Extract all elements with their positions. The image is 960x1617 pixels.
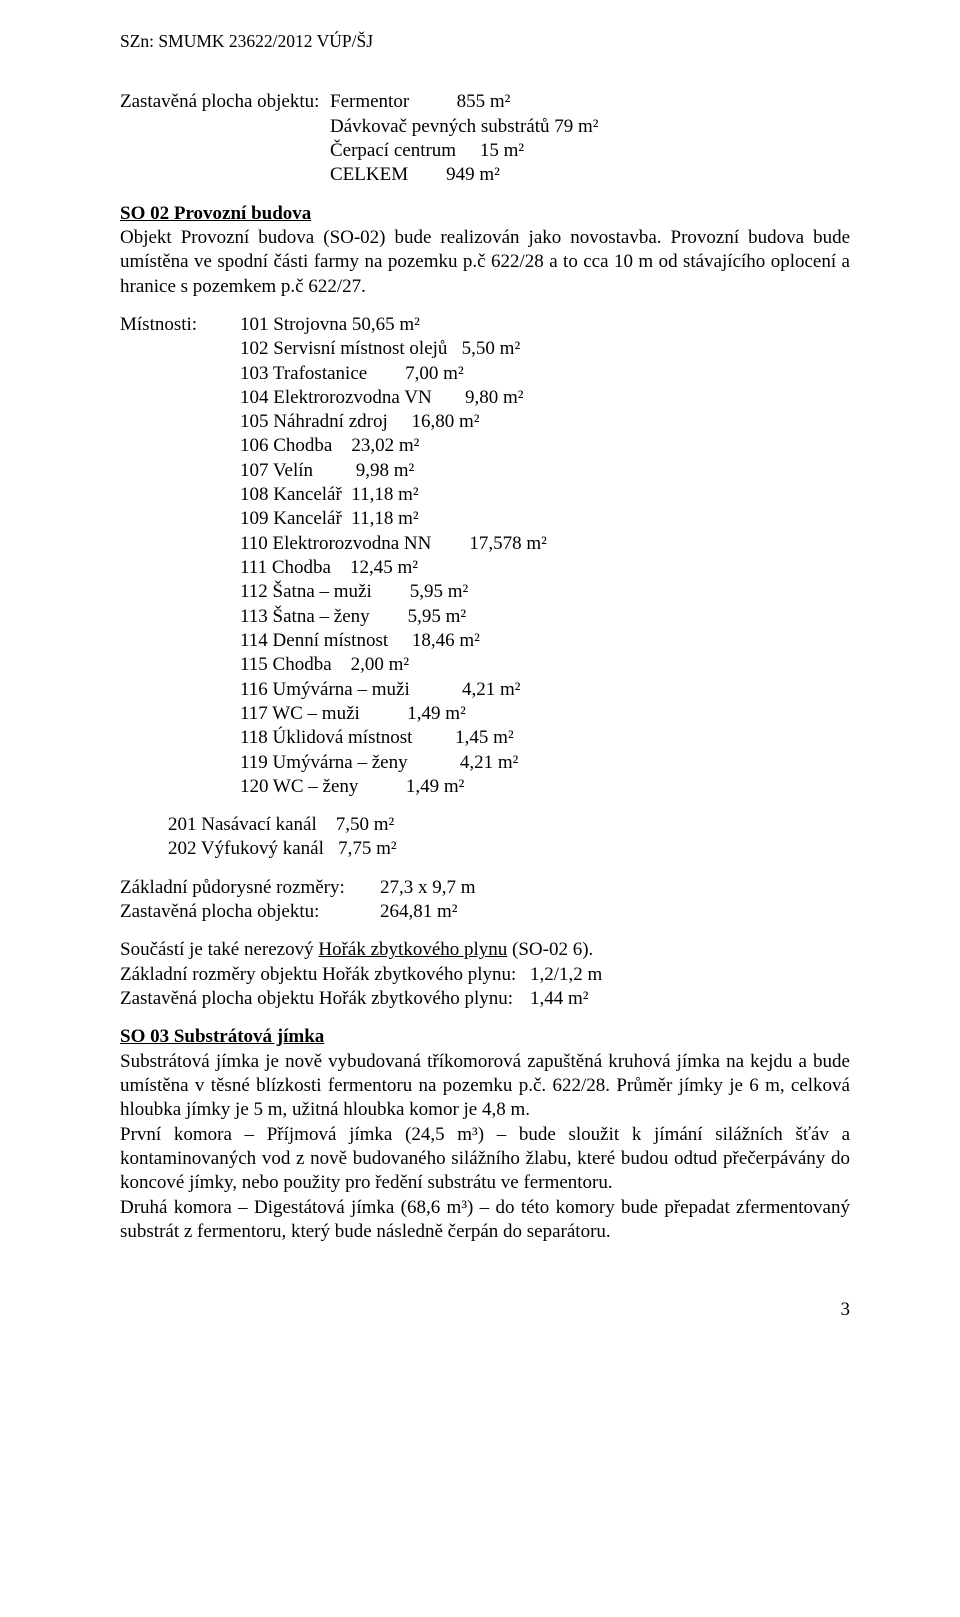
so03-paragraph-2: První komora – Příjmová jímka (24,5 m³) … [120, 1123, 850, 1196]
burner-dims-label: Základní rozměry objektu Hořák zbytkovéh… [120, 963, 530, 987]
footprint-dims-label: Základní půdorysné rozměry: [120, 876, 380, 900]
burner-underlined: Hořák zbytkového plynu [318, 939, 507, 960]
rooms-list: 101 Strojovna 50,65 m² 102 Servisní míst… [240, 313, 547, 799]
page-number: 3 [120, 1298, 850, 1322]
burner-sentence: Součástí je také nerezový Hořák zbytkové… [120, 938, 850, 962]
header-reference: SZn: SMUMK 23622/2012 VÚP/ŠJ [120, 30, 850, 52]
so02-paragraph: Objekt Provozní budova (SO-02) bude real… [120, 226, 850, 299]
burner-dims-value: 1,2/1,2 m [530, 963, 602, 987]
burner-pre: Součástí je také nerezový [120, 939, 318, 960]
channels-block: 201 Nasávací kanál 7,50 m² 202 Výfukový … [168, 813, 850, 862]
footprint-dims-value: 27,3 x 9,7 m [380, 876, 476, 900]
burner-post: (SO-02 6). [507, 939, 593, 960]
burner-area-value: 1,44 m² [530, 987, 588, 1011]
rooms-label: Místnosti: [120, 313, 240, 799]
so02-heading: SO 02 Provozní budova [120, 202, 850, 226]
built-area-label: Zastavěná plocha objektu: [120, 90, 330, 187]
built-area2-label: Zastavěná plocha objektu: [120, 900, 380, 924]
built-area-values: Fermentor 855 m² Dávkovač pevných substr… [330, 90, 598, 187]
so03-heading: SO 03 Substrátová jímka [120, 1025, 850, 1049]
so03-paragraph-1: Substrátová jímka je nově vybudovaná tří… [120, 1050, 850, 1123]
built-area2-value: 264,81 m² [380, 900, 457, 924]
so03-paragraph-3: Druhá komora – Digestátová jímka (68,6 m… [120, 1196, 850, 1245]
burner-area-label: Zastavěná plocha objektu Hořák zbytkovéh… [120, 987, 530, 1011]
